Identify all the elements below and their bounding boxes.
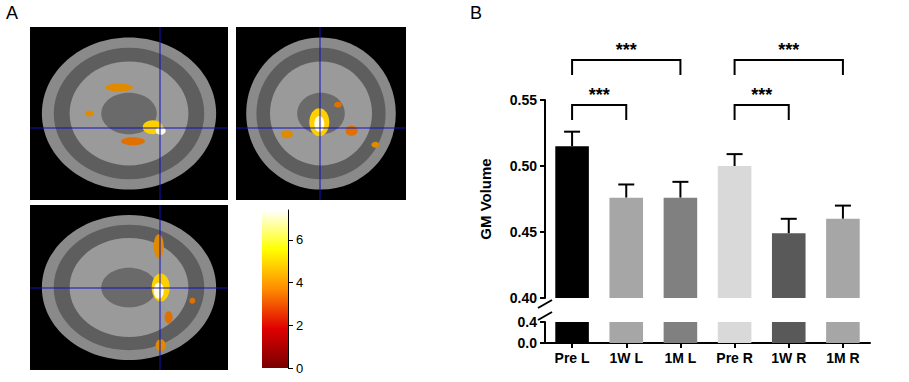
svg-text:0.50: 0.50 <box>510 158 537 174</box>
svg-text:Pre R: Pre R <box>716 350 753 366</box>
svg-text:1M R: 1M R <box>826 350 859 366</box>
svg-text:2: 2 <box>296 318 303 333</box>
svg-text:0.45: 0.45 <box>510 224 537 240</box>
svg-text:1M L: 1M L <box>664 350 696 366</box>
svg-text:***: *** <box>778 40 799 60</box>
svg-text:***: *** <box>751 85 772 105</box>
svg-text:0.4: 0.4 <box>518 314 538 330</box>
svg-text:0.0: 0.0 <box>518 335 538 351</box>
svg-text:GM Volume: GM Volume <box>477 158 494 239</box>
svg-text:***: *** <box>616 40 637 60</box>
svg-text:Pre L: Pre L <box>555 350 590 366</box>
svg-text:***: *** <box>589 85 610 105</box>
svg-text:0.55: 0.55 <box>510 92 537 108</box>
svg-text:1W L: 1W L <box>610 350 644 366</box>
svg-text:A: A <box>6 3 18 23</box>
svg-text:0: 0 <box>296 361 303 376</box>
svg-text:0.40: 0.40 <box>510 290 537 306</box>
svg-text:1W R: 1W R <box>771 350 806 366</box>
svg-text:6: 6 <box>296 232 303 247</box>
svg-text:4: 4 <box>296 275 303 290</box>
svg-text:B: B <box>470 3 482 23</box>
